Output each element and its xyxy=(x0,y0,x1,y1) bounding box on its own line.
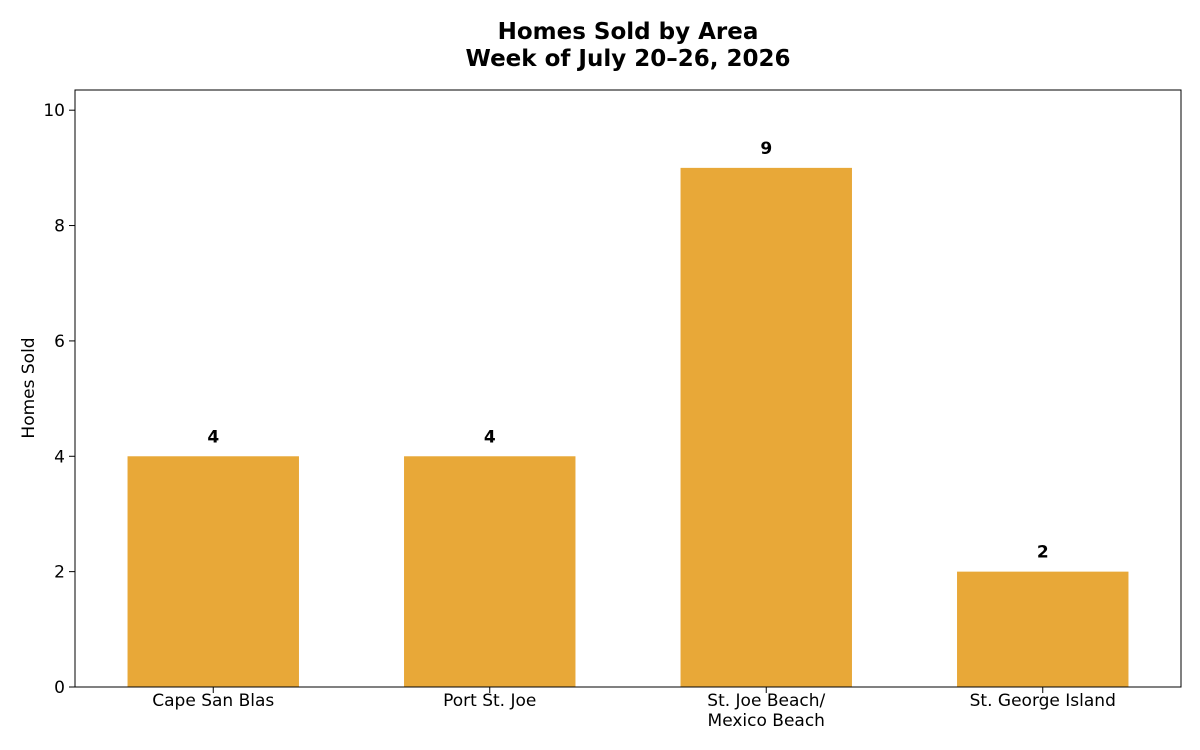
x-tick-label: Mexico Beach xyxy=(708,711,825,731)
chart-title-line-2: Week of July 20–26, 2026 xyxy=(466,46,791,72)
bar-value-label: 4 xyxy=(484,427,496,447)
bar-value-label: 9 xyxy=(760,139,772,159)
chart-title-line-1: Homes Sold by Area xyxy=(498,19,759,45)
y-axis: 0 2 4 6 8 10 xyxy=(43,101,75,698)
y-tick-label: 6 xyxy=(54,332,65,352)
bar xyxy=(957,571,1129,687)
x-tick-label: Port St. Joe xyxy=(443,691,536,711)
value-labels-group: 4 4 9 2 xyxy=(207,139,1048,563)
x-tick-label: St. George Island xyxy=(970,691,1116,711)
y-axis-label: Homes Sold xyxy=(19,337,39,438)
bar xyxy=(404,456,576,687)
y-tick-label: 0 xyxy=(54,678,65,698)
bar-value-label: 2 xyxy=(1037,543,1049,563)
bar xyxy=(680,167,852,687)
y-tick-label: 8 xyxy=(54,217,65,237)
x-tick-label: Cape San Blas xyxy=(152,691,274,711)
chart-title: Homes Sold by Area Week of July 20–26, 2… xyxy=(466,19,791,72)
bars-group xyxy=(127,167,1129,687)
bar-value-label: 4 xyxy=(207,427,219,447)
x-tick-label: St. Joe Beach/ xyxy=(707,691,825,711)
y-tick-label: 4 xyxy=(54,447,65,467)
plot-area-frame xyxy=(74,89,1182,688)
bar xyxy=(127,456,299,687)
x-axis: Cape San Blas Port St. Joe St. Joe Beach/M… xyxy=(152,687,1116,731)
y-tick-label: 2 xyxy=(54,563,65,583)
y-tick-label: 10 xyxy=(43,101,65,121)
